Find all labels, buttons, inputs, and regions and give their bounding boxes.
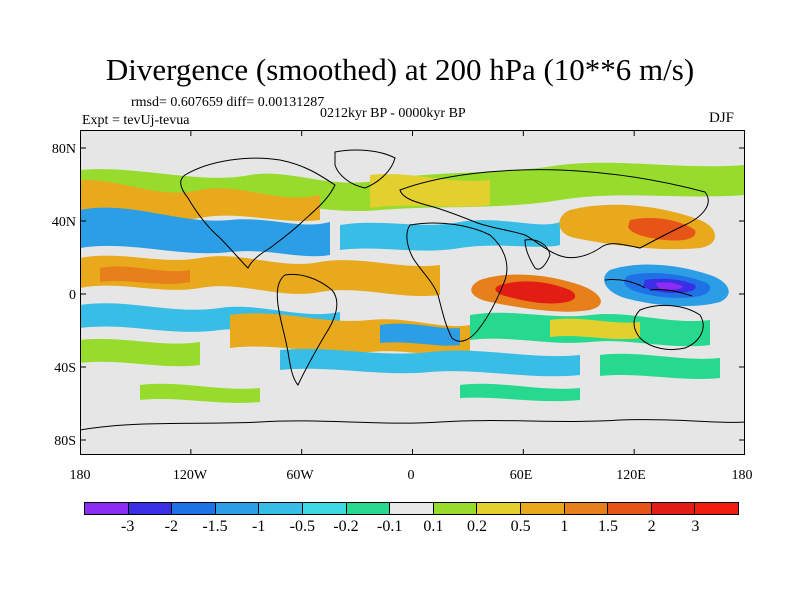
colorbar-segment bbox=[564, 503, 609, 514]
contour-region bbox=[230, 313, 470, 357]
coastline-africa bbox=[406, 222, 508, 342]
colorbar-segment bbox=[215, 503, 260, 514]
colorbar-label: 2 bbox=[647, 518, 656, 535]
colorbar-label: 0.2 bbox=[467, 518, 487, 535]
colorbar-label: -1.5 bbox=[202, 518, 228, 535]
contour-region bbox=[550, 318, 640, 340]
colorbar-segment bbox=[695, 503, 738, 514]
colorbar-label: 0.1 bbox=[423, 518, 444, 535]
colorbar-segment bbox=[608, 503, 652, 514]
coastline-north-america bbox=[180, 157, 336, 269]
colorbar bbox=[84, 502, 739, 515]
colorbar-segment bbox=[346, 503, 391, 514]
lat-label-80s: 80S bbox=[54, 434, 76, 449]
colorbar-segment bbox=[390, 503, 434, 514]
colorbar-segment bbox=[128, 503, 173, 514]
contour-region bbox=[280, 348, 580, 377]
lon-label-60w: 60W bbox=[286, 468, 314, 483]
contour-region bbox=[460, 383, 580, 402]
lon-label-180w: 180 bbox=[69, 468, 91, 483]
period-label: 0212kyr BP - 0000kyr BP bbox=[320, 106, 466, 121]
coastline-australia bbox=[633, 305, 704, 351]
coastline-europe-asia bbox=[399, 169, 709, 259]
lat-label-equator: 0 bbox=[69, 288, 76, 303]
rmsd-diff-stats: rmsd= 0.607659 diff= 0.00131287 bbox=[131, 95, 325, 110]
colorbar-segment bbox=[433, 503, 478, 514]
season-label: DJF bbox=[709, 110, 735, 126]
colorbar-segment bbox=[520, 503, 565, 514]
colorbar-segment bbox=[477, 503, 521, 514]
contour-region bbox=[340, 220, 560, 251]
coastline-south-america bbox=[276, 273, 338, 386]
colorbar-segment bbox=[302, 503, 347, 514]
contour-region bbox=[628, 218, 696, 241]
colorbar-label: -2 bbox=[164, 518, 178, 535]
coastline-antarctica bbox=[80, 419, 745, 431]
lon-label-60e: 60E bbox=[509, 468, 533, 483]
contour-region bbox=[80, 207, 330, 257]
contour-region bbox=[80, 338, 200, 367]
colorbar-label: -0.2 bbox=[333, 518, 359, 535]
lon-label-180e: 180 bbox=[731, 468, 753, 483]
divergence-map bbox=[80, 130, 745, 455]
colorbar-segment bbox=[651, 503, 696, 514]
coastline-greenland bbox=[334, 149, 396, 189]
lat-label-80n: 80N bbox=[51, 142, 76, 157]
contour-fill bbox=[80, 162, 745, 403]
contour-region bbox=[100, 266, 190, 284]
contour-region bbox=[80, 255, 440, 297]
lon-label-120w: 120W bbox=[172, 468, 208, 483]
coastlines bbox=[80, 149, 745, 431]
map-title: Divergence (smoothed) at 200 hPa (10**6 … bbox=[105, 52, 695, 87]
colorbar-segment bbox=[85, 503, 129, 514]
map-ticks bbox=[80, 130, 745, 455]
contour-region bbox=[140, 383, 260, 403]
colorbar-label: 1.5 bbox=[598, 518, 618, 535]
lon-label-0: 0 bbox=[407, 468, 415, 483]
colorbar-label: -0.5 bbox=[289, 518, 315, 535]
colorbar-label: -3 bbox=[120, 518, 135, 535]
contour-region bbox=[655, 282, 683, 290]
colorbar-segment bbox=[259, 503, 303, 514]
contour-region bbox=[495, 281, 576, 304]
lon-label-120e: 120E bbox=[616, 468, 646, 483]
colorbar-label: -0.1 bbox=[376, 518, 403, 535]
coastline-india bbox=[524, 239, 551, 270]
contour-region bbox=[370, 173, 490, 208]
colorbar-label: 1 bbox=[560, 518, 569, 535]
experiment-label: Expt = tevUj-tevua bbox=[82, 113, 190, 128]
colorbar-label: 3 bbox=[691, 518, 700, 535]
coastline-indonesia bbox=[604, 279, 693, 297]
colorbar-label: -1 bbox=[251, 518, 266, 535]
colorbar-label: 0.5 bbox=[510, 518, 531, 535]
lat-label-40n: 40N bbox=[51, 215, 76, 230]
contour-region bbox=[380, 323, 460, 346]
contour-region bbox=[600, 353, 720, 379]
colorbar-segment bbox=[172, 503, 216, 514]
lat-label-40s: 40S bbox=[54, 361, 76, 376]
